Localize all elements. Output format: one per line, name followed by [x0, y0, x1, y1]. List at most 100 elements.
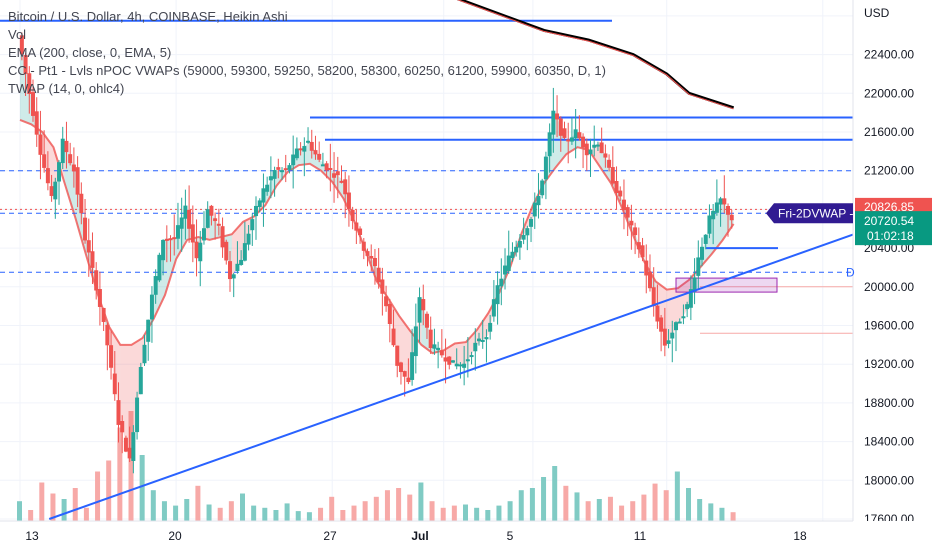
time-tick-label: 5	[507, 529, 514, 543]
vwap-tag-label: Fri-2DVWAP -	[778, 206, 853, 220]
candle-body	[265, 184, 270, 192]
candle-body	[625, 207, 630, 218]
time-tick-label: Jul	[411, 529, 428, 543]
candle-body	[662, 328, 667, 346]
volume-bar	[373, 496, 379, 521]
price-tick-label: 18000.00	[864, 473, 914, 487]
candle-body	[201, 228, 206, 241]
legend-title[interactable]: Bitcoin / U.S. Dollar, 4h, COINBASE, Hei…	[8, 9, 288, 24]
chart-legend: Bitcoin / U.S. Dollar, 4h, COINBASE, Hei…	[8, 8, 606, 98]
candle-body	[101, 307, 106, 322]
price-tick-label: 19200.00	[864, 357, 914, 371]
candle-body	[302, 146, 307, 152]
candle-body	[711, 210, 716, 220]
price-tick-label: 19600.00	[864, 319, 914, 333]
volume-bar	[106, 460, 112, 521]
volume-bar	[150, 490, 156, 521]
legend-cc[interactable]: CC - Pt1 - Lvls nPOC VWAPs (59000, 59300…	[8, 63, 606, 78]
candle-body	[529, 218, 534, 227]
candle-body	[339, 180, 344, 183]
ema200-line	[456, 0, 735, 110]
candle-body	[450, 360, 455, 363]
candle-body	[670, 332, 675, 339]
volume-bar	[630, 501, 636, 521]
volume-bar	[708, 503, 714, 521]
candle-body	[454, 363, 459, 367]
candle-body	[681, 316, 686, 319]
candle-body	[23, 55, 28, 74]
candle-body	[647, 271, 652, 289]
price-tick-label: 20000.00	[864, 280, 914, 294]
candle-body	[313, 150, 318, 155]
volume-bar	[240, 493, 245, 521]
candle-body	[491, 299, 496, 317]
candle-body	[123, 437, 128, 452]
candle-body	[239, 259, 244, 265]
volume-bar	[407, 494, 413, 521]
volume-bar	[496, 505, 502, 521]
candle-body	[153, 276, 158, 295]
candle-body	[521, 235, 526, 240]
candle-body	[64, 140, 69, 153]
candle-body	[432, 344, 437, 349]
candle-body	[19, 35, 24, 55]
time-tick-label: 13	[25, 529, 39, 543]
candle-body	[235, 263, 240, 272]
volume-bar	[607, 496, 613, 521]
candle-body	[685, 304, 690, 310]
candle-body	[458, 364, 463, 367]
candle-body	[283, 168, 288, 171]
candle-body	[543, 156, 548, 180]
volume-bar	[217, 507, 223, 521]
volume-bar	[161, 501, 167, 521]
candle-body	[395, 345, 400, 366]
candle-body	[398, 362, 403, 373]
candle-body	[443, 357, 448, 362]
volume-bar	[529, 488, 535, 521]
vwap-tag-bg	[766, 203, 853, 224]
candle-body	[659, 317, 664, 332]
candle-body	[268, 176, 273, 181]
price-tick-label: 21200.00	[864, 164, 914, 178]
volume-bar	[61, 499, 67, 521]
volume-bar	[596, 499, 602, 521]
candle-body	[272, 170, 277, 179]
candle-body	[621, 199, 626, 211]
right-marker-label: D	[846, 265, 855, 279]
candle-body	[175, 225, 180, 239]
candle-body	[306, 140, 311, 143]
candle-body	[164, 238, 169, 241]
candle-body	[34, 111, 39, 135]
candle-body	[79, 193, 84, 214]
candle-body	[358, 228, 363, 235]
candle-body	[424, 313, 429, 328]
candle-body	[365, 251, 370, 256]
volume-bar	[128, 411, 134, 521]
volume-bar	[329, 496, 335, 521]
candle-body	[372, 257, 377, 267]
candle-body	[577, 132, 582, 139]
legend-ema[interactable]: EMA (200, close, 0, EMA, 5)	[8, 45, 172, 60]
time-tick-label: 20	[168, 529, 182, 543]
volume-bar	[251, 505, 257, 521]
time-tick-label: 27	[323, 529, 337, 543]
volume-bar	[440, 507, 446, 521]
legend-twap[interactable]: TWAP (14, 0, ohlc4)	[8, 81, 125, 96]
candle-body	[75, 167, 80, 195]
candle-body	[90, 251, 95, 268]
volume-bar	[663, 490, 669, 521]
time-axis-bg	[0, 521, 932, 550]
candle-body	[413, 326, 418, 357]
candle-body	[696, 257, 701, 276]
volume-bar	[451, 505, 457, 521]
volume-bar	[429, 501, 435, 521]
legend-vol[interactable]: Vol	[8, 27, 27, 42]
candle-body	[213, 218, 218, 222]
candle-body	[655, 305, 660, 322]
volume-bar	[384, 490, 390, 521]
upper-price-value: 20826.85	[864, 200, 914, 214]
candle-body	[294, 148, 299, 159]
volume-bar	[485, 510, 491, 521]
volume-bar	[83, 507, 89, 521]
